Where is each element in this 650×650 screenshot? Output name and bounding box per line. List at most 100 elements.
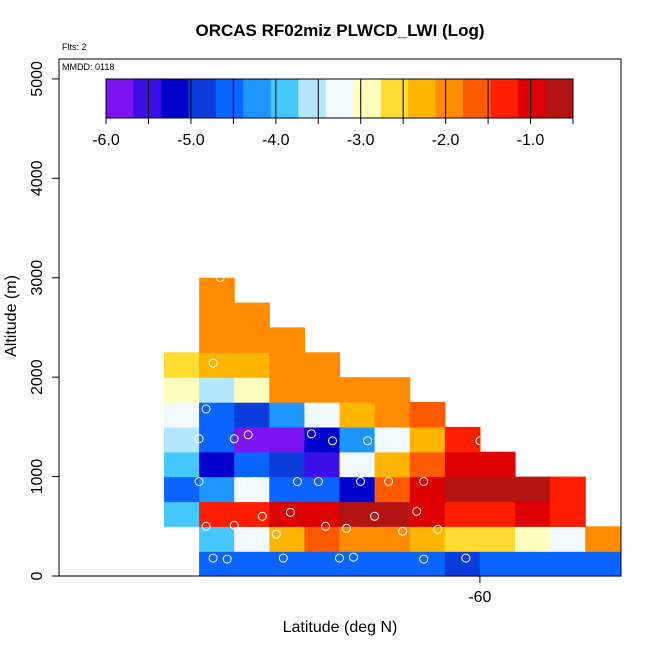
- colorbar-swatch: [408, 79, 437, 118]
- heatmap-cell: [409, 551, 446, 577]
- heatmap-cell: [479, 451, 516, 478]
- heatmap-cell: [479, 526, 516, 552]
- heatmap-cell: [234, 402, 270, 428]
- y-tick-label: 3000: [29, 260, 46, 296]
- heatmap-cell: [374, 551, 411, 577]
- heatmap-cell: [304, 526, 341, 552]
- heatmap-cell: [444, 426, 481, 453]
- sample-marker: [215, 273, 225, 283]
- heatmap-cell: [164, 501, 200, 527]
- colorbar-swatch: [435, 79, 464, 118]
- heatmap-cell: [409, 451, 446, 478]
- y-tick-label: 5000: [29, 61, 46, 97]
- y-tick-label: 4000: [29, 160, 46, 196]
- heatmap-cell: [269, 377, 305, 403]
- heatmap-cell: [444, 451, 481, 478]
- date-label: MMDD: 0118: [62, 62, 114, 72]
- heatmap-cell: [374, 377, 411, 403]
- heatmap-cell: [304, 426, 341, 453]
- sample-marker: [292, 477, 302, 486]
- sample-marker: [370, 511, 380, 521]
- heatmap-cell: [339, 451, 376, 478]
- sample-marker: [250, 477, 260, 486]
- heatmap-cell: [199, 451, 235, 478]
- heatmap-cell: [234, 377, 270, 403]
- heatmap-cell: [409, 402, 446, 428]
- heatmap-cell: [409, 526, 446, 552]
- colorbar-swatch: [380, 79, 409, 118]
- heatmap-cell: [234, 302, 270, 329]
- heatmap-cell: [164, 426, 200, 453]
- chart-title: ORCAS RF02miz PLWCD_LWI (Log): [196, 21, 485, 40]
- y-tick-label: 2000: [29, 359, 46, 395]
- heatmap-cell: [479, 501, 516, 527]
- heatmap-cell: [304, 352, 341, 378]
- sample-markers: [194, 273, 485, 564]
- flights-label: Flts: 2: [62, 42, 87, 52]
- colorbar-swatch: [490, 79, 519, 118]
- sample-marker: [243, 430, 253, 440]
- colorbar-swatch: [270, 79, 299, 118]
- colorbar-frame: [105, 78, 574, 119]
- colorbar-tick-label: -4.0: [262, 132, 290, 149]
- heatmap-cell: [199, 402, 235, 428]
- heatmap-cell: [374, 526, 411, 552]
- sample-marker: [313, 477, 323, 486]
- heatmap-cell: [199, 377, 235, 403]
- sample-marker: [271, 529, 281, 539]
- heatmap-cell: [234, 501, 270, 527]
- sample-marker: [461, 553, 471, 563]
- sample-marker: [236, 477, 246, 486]
- heatmap-cell: [164, 352, 200, 378]
- sample-marker: [278, 553, 288, 563]
- heatmap-cell: [234, 327, 270, 353]
- colorbar-swatch: [463, 79, 491, 118]
- heatmap-cell: [479, 551, 516, 577]
- sample-marker: [419, 477, 429, 486]
- sample-marker: [412, 506, 422, 516]
- sample-marker: [229, 520, 239, 530]
- heatmap-cell: [199, 302, 235, 329]
- colorbar-tick-label: -3.0: [347, 132, 375, 149]
- colorbar-tick-label: -1.0: [517, 132, 545, 149]
- heatmap-cell: [269, 551, 305, 577]
- heatmap-cell: [479, 476, 516, 503]
- heatmap-cell: [585, 526, 621, 552]
- heatmap-cell: [444, 551, 481, 577]
- sample-marker: [384, 477, 394, 486]
- heatmap-cell: [339, 402, 376, 428]
- colorbar-swatch: [298, 79, 327, 118]
- y-tick-label: 1000: [29, 459, 46, 495]
- heatmap-cell: [339, 526, 376, 552]
- colorbar-tick-label: -6.0: [92, 132, 120, 149]
- heatmap-cell: [304, 451, 341, 478]
- plot-frame: [58, 58, 622, 577]
- heatmap-cell: [234, 451, 270, 478]
- heatmap-cell: [304, 551, 341, 577]
- heatmap-cell: [164, 451, 200, 478]
- heatmap-cell: [444, 501, 481, 527]
- heatmap-cell: [550, 526, 586, 552]
- heatmap-cell: [585, 551, 621, 577]
- heatmap-cell: [550, 551, 586, 577]
- heatmap-cell: [199, 551, 235, 577]
- heatmap-cell: [550, 476, 586, 503]
- heatmap-cell: [515, 526, 551, 552]
- y-tick-label: 0: [29, 571, 46, 580]
- x-axis: -60: [468, 576, 492, 606]
- sample-marker: [257, 511, 267, 521]
- sample-marker: [349, 552, 358, 562]
- y-axis-label: Altitude (m): [3, 275, 20, 357]
- heatmap-cell: [164, 476, 200, 503]
- heatmap-cell: [234, 476, 270, 503]
- heatmap-cell: [199, 277, 235, 304]
- sample-marker: [419, 554, 429, 564]
- colorbar-swatch: [160, 79, 189, 118]
- heatmap-cell: [304, 501, 341, 527]
- sample-marker: [335, 553, 344, 563]
- sample-marker: [433, 524, 443, 534]
- y-axis: 0 1000 2000 3000 4000 5000: [29, 61, 59, 580]
- heatmap-cell: [374, 501, 411, 527]
- sample-marker: [328, 436, 337, 446]
